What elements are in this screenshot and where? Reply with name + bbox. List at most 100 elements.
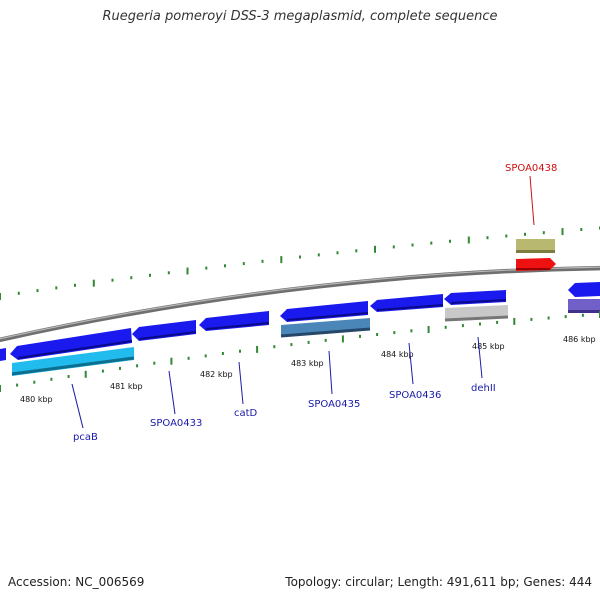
gene-blue-480[interactable] [10, 328, 133, 360]
scale-tick [341, 335, 344, 343]
scale-tick [205, 266, 208, 270]
scale-tick [542, 231, 545, 235]
scale-tick [430, 241, 433, 245]
gene-label-SPOA0438[interactable]: SPOA0438 [505, 163, 557, 174]
scale-tick [581, 313, 584, 317]
scale-tick [153, 361, 156, 365]
scale-tick [317, 253, 320, 257]
scale-tick [0, 385, 1, 392]
gene-steel-SPOA0435[interactable] [280, 318, 371, 338]
scale-tick [461, 324, 464, 328]
scale-tick [280, 256, 283, 264]
gene-label-SPOA0436[interactable]: SPOA0436 [389, 390, 441, 401]
scale-tick [561, 228, 564, 236]
gene-red-SPOA0438[interactable] [516, 258, 556, 271]
scale-tick [67, 375, 70, 378]
gene-label-lines [71, 175, 535, 429]
scale-tick [486, 236, 489, 240]
scale-tick [224, 264, 226, 268]
scale-tick [505, 234, 508, 238]
gene-blue-SPOA0436[interactable] [370, 294, 444, 312]
scale-tick [16, 383, 19, 387]
scale-tick [101, 369, 104, 373]
inner-dotted-track [0, 311, 600, 392]
scale-tick [186, 267, 189, 275]
scale-tick [479, 322, 481, 326]
gene-blue-left-edge[interactable] [0, 348, 6, 361]
scale-tick [324, 338, 327, 342]
scale-tick [74, 283, 76, 287]
scale-tick [307, 340, 310, 344]
tick-label-482: 482 kbp [200, 370, 233, 379]
scale-tick [239, 349, 241, 353]
scale-tick [84, 370, 87, 378]
scale-tick [0, 293, 1, 300]
tick-label-483: 483 kbp [291, 359, 324, 368]
scale-tick [336, 251, 339, 255]
scale-tick [524, 232, 526, 236]
scale-tick [204, 354, 207, 358]
gene-label-catD[interactable]: catD [234, 408, 258, 419]
accession-text: Accession: NC_006569 [8, 575, 145, 589]
scale-tick [376, 333, 379, 336]
scale-tick [449, 239, 451, 243]
gene-blue-SPOA0433[interactable] [132, 320, 197, 341]
gene-label-SPOA0435[interactable]: SPOA0435 [308, 399, 360, 410]
map-title: Ruegeria pomeroyi DSS-3 megaplasmid, com… [102, 9, 498, 24]
gene-blue-SPOA0435[interactable] [280, 301, 369, 322]
tick-label-486: 486 kbp [563, 335, 596, 344]
scale-tick [242, 262, 245, 266]
gene-blue-right-top[interactable] [568, 282, 600, 297]
gene-label-pcaB[interactable]: pcaB [73, 432, 98, 443]
scale-tick [547, 316, 550, 320]
scale-tick [374, 245, 376, 253]
scale-tick [111, 278, 114, 282]
scale-tick [564, 315, 567, 319]
scale-tick [410, 329, 413, 333]
scale-tick [136, 364, 139, 368]
scale-tick [467, 236, 470, 244]
gene-blue-catD[interactable] [199, 311, 270, 331]
gene-blue-dehII[interactable] [444, 290, 507, 305]
kbp-ticks: 480 kbp 481 kbp 482 kbp 483 kbp 484 kbp … [20, 335, 596, 404]
scale-tick [513, 317, 516, 325]
scale-tick [273, 345, 276, 349]
scale-tick [170, 357, 173, 365]
scale-tick [119, 366, 121, 370]
gene-purple-right[interactable] [568, 299, 600, 313]
scale-tick [290, 343, 293, 347]
gene-olive[interactable] [516, 239, 555, 253]
scale-tick [392, 245, 395, 249]
scale-tick [50, 377, 53, 381]
scale-tick [359, 334, 361, 338]
gene-cyan-pcaB[interactable] [11, 347, 135, 376]
scale-tick [580, 228, 583, 231]
scale-tick [261, 259, 264, 263]
scale-tick [355, 249, 358, 253]
scale-tick [427, 326, 430, 333]
gene-grey-dehII[interactable] [444, 305, 509, 322]
tick-label-485: 485 kbp [472, 342, 505, 351]
tick-label-480: 480 kbp [20, 395, 53, 404]
scale-tick [256, 345, 259, 353]
gene-label-SPOA0433[interactable]: SPOA0433 [150, 418, 202, 429]
tick-label-481: 481 kbp [110, 382, 143, 391]
scale-tick [92, 279, 95, 287]
scale-tick [411, 243, 414, 247]
scale-tick [299, 255, 301, 259]
scale-tick [496, 320, 499, 324]
scale-tick [17, 291, 20, 295]
tick-label-484: 484 kbp [381, 350, 414, 359]
scale-tick [530, 317, 533, 321]
gene-label-dehII[interactable]: dehII [471, 383, 496, 394]
sequence-summary-text: Topology: circular; Length: 491,611 bp; … [285, 575, 592, 589]
scale-tick [444, 325, 447, 329]
scale-tick [149, 273, 151, 277]
gene-labels: pcaB SPOA0433 catD SPOA0435 SPOA0436 deh… [73, 163, 557, 443]
scale-tick [130, 276, 133, 280]
scale-tick [36, 289, 39, 293]
scale-tick [33, 380, 36, 384]
scale-tick [393, 331, 396, 335]
